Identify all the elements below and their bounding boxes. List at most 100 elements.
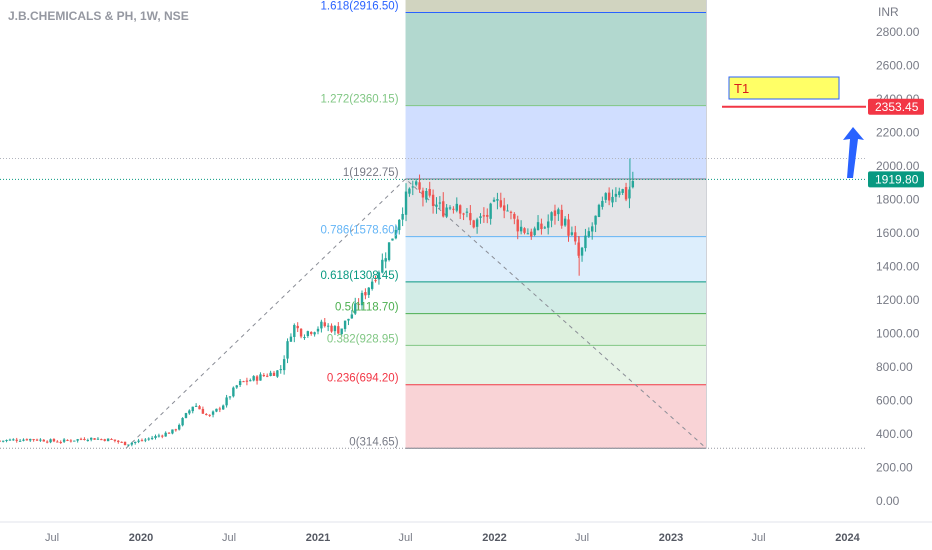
candle-body — [428, 188, 431, 196]
candle-body — [486, 214, 489, 217]
candle — [313, 331, 316, 337]
candle-body — [245, 380, 249, 382]
candle-body — [255, 376, 259, 381]
candle — [218, 406, 222, 413]
candle — [276, 370, 279, 378]
candle-body — [5, 440, 8, 442]
candle-body — [259, 374, 262, 381]
candle-body — [167, 432, 171, 434]
candle-body — [93, 438, 96, 440]
candle-body — [320, 321, 323, 329]
candle — [421, 187, 425, 207]
candle-body — [499, 200, 503, 207]
candle — [479, 213, 482, 224]
candle — [18, 439, 22, 442]
candle-body — [367, 287, 370, 295]
candle — [448, 205, 452, 211]
candle — [184, 412, 188, 419]
fib-zone-0.5 — [405, 313, 707, 346]
candle — [631, 171, 635, 189]
fib-label-0: 0(314.65) — [349, 436, 398, 448]
price-tick-label: 2200.00 — [876, 126, 920, 140]
candle — [201, 406, 205, 414]
candle-body — [452, 208, 455, 210]
candle-body — [550, 212, 553, 221]
candle — [73, 440, 76, 442]
candle — [377, 270, 381, 285]
candle-body — [628, 189, 631, 199]
candle-body — [211, 411, 215, 415]
candle — [513, 212, 516, 225]
candle-body — [337, 326, 340, 334]
candle-body — [32, 439, 35, 441]
candle-body — [354, 303, 357, 314]
candle-body — [73, 440, 76, 442]
candle — [597, 203, 601, 218]
candle — [174, 428, 178, 432]
candle — [624, 182, 628, 202]
fib-label-1.272: 1.272(2360.15) — [321, 94, 399, 106]
candle — [1, 440, 5, 443]
symbol-title: J.B.CHEMICALS & PH, 1W, NSE — [8, 9, 189, 23]
candle-body — [22, 439, 25, 441]
candle-body — [519, 226, 523, 232]
candle-body — [269, 372, 272, 376]
candle — [418, 174, 421, 193]
candle-body — [157, 435, 161, 437]
candle — [604, 192, 607, 203]
candle — [150, 435, 154, 441]
t1-box[interactable] — [728, 76, 840, 100]
candle-body — [303, 337, 306, 339]
candle — [360, 290, 364, 311]
candle-body — [52, 439, 56, 442]
candle-body — [333, 326, 337, 332]
candle — [475, 217, 479, 234]
candle-body — [557, 209, 560, 215]
candle — [161, 434, 164, 439]
candle-body — [120, 441, 123, 443]
candle — [469, 205, 472, 225]
candle-body — [360, 292, 364, 306]
candle-body — [205, 414, 208, 416]
candle-body — [191, 406, 194, 412]
candle — [340, 328, 343, 337]
time-tick-label: 2022 — [482, 532, 506, 544]
price-tick-label: 600.00 — [876, 394, 913, 408]
candle — [76, 438, 79, 443]
candle-body — [387, 242, 391, 260]
candle — [188, 409, 191, 415]
time-tick-label: Jul — [399, 532, 413, 544]
fib-zone-1.618 — [405, 12, 707, 106]
candle — [215, 408, 218, 413]
candle — [414, 179, 418, 187]
candle-body — [496, 199, 499, 201]
candle-body — [140, 440, 144, 442]
price-axis-unit: INR — [878, 5, 899, 19]
candle — [611, 189, 614, 208]
candle — [530, 228, 533, 240]
fib-label-0.382: 0.382(928.95) — [327, 333, 399, 345]
candle-peak — [578, 158, 631, 276]
candle — [225, 394, 228, 408]
candle — [316, 326, 320, 335]
candle — [5, 439, 8, 443]
candle-body — [316, 328, 320, 332]
candle-body — [249, 380, 252, 382]
candle-body — [574, 232, 577, 242]
candle — [550, 211, 553, 228]
time-axis[interactable]: Jul 2020 Jul 2021 Jul 2022 Jul 2023 Jul 2024 — [0, 521, 932, 544]
candle — [546, 214, 550, 235]
candle — [614, 187, 618, 203]
up-arrow-icon[interactable] — [843, 127, 864, 178]
candle — [56, 440, 59, 443]
price-axis[interactable]: INR2800.002600.002400.002200.002000.0018… — [868, 5, 924, 508]
candle-body — [540, 223, 543, 230]
candle-body — [133, 441, 137, 443]
candle — [103, 438, 106, 442]
candle-body — [62, 439, 66, 442]
candle-body — [479, 216, 482, 218]
reference-lines — [0, 105, 866, 449]
time-tick-label: 2023 — [659, 532, 683, 544]
candle — [178, 423, 181, 431]
